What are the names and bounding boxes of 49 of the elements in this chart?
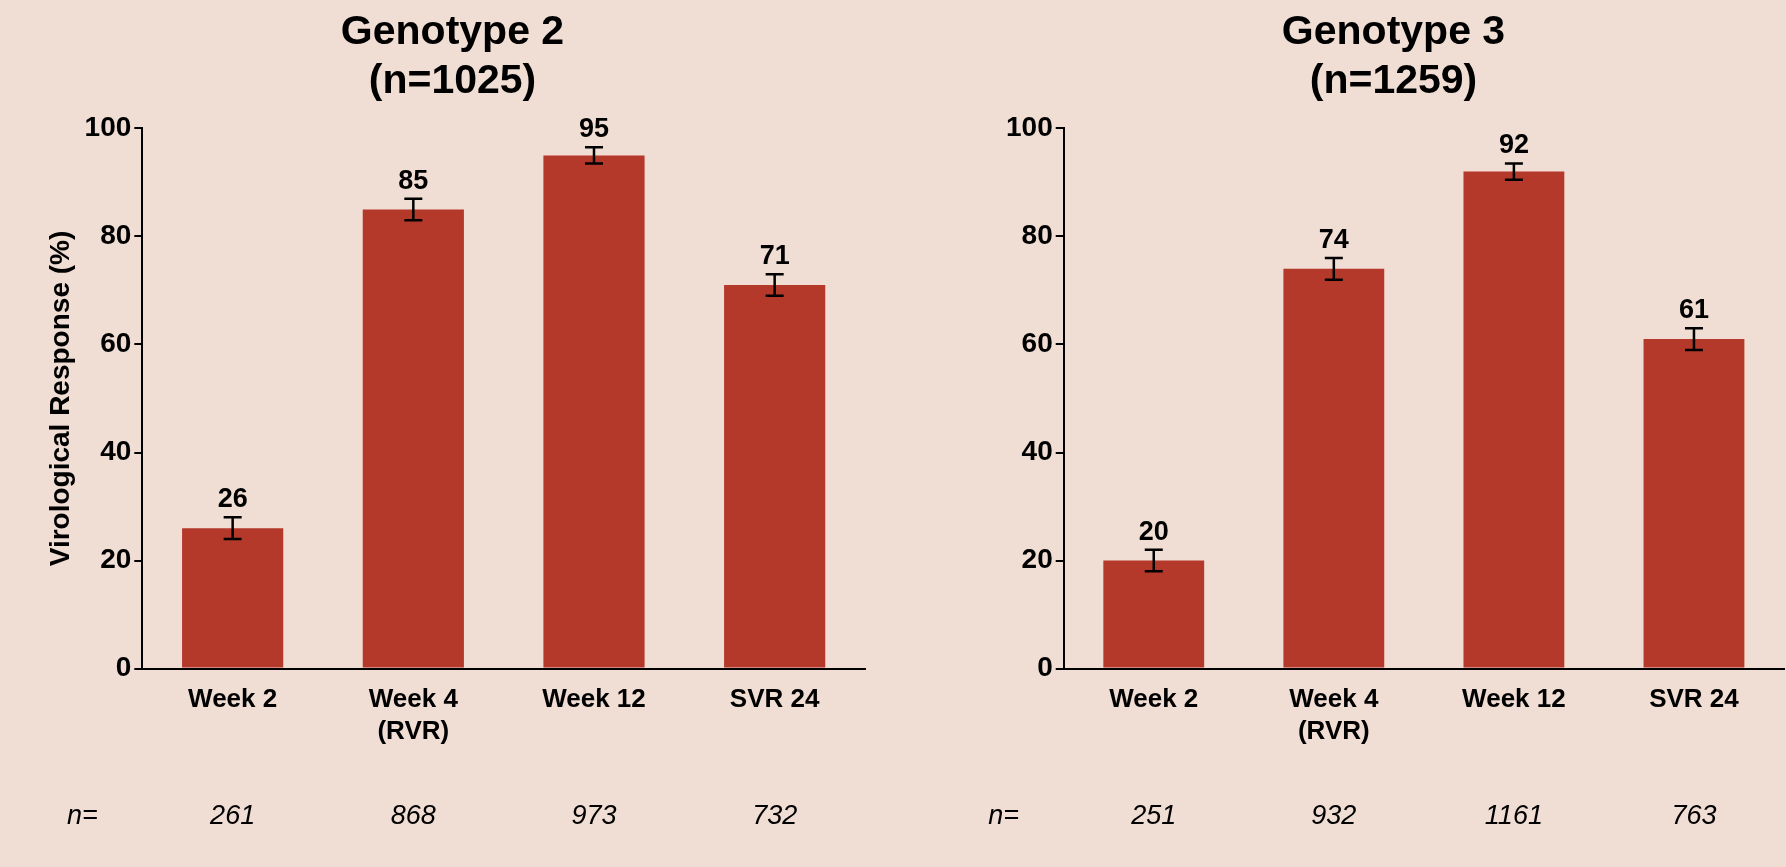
- y-tick-label: 100: [1006, 111, 1053, 143]
- x-tick-label: Week 4 (RVR): [368, 683, 459, 745]
- x-tick-label: SVR 24: [1649, 683, 1740, 714]
- text: 251: [1130, 800, 1177, 831]
- text: n=: [988, 800, 1020, 831]
- data-label: 71: [759, 240, 790, 271]
- text: 1161: [1484, 800, 1543, 831]
- data-label: 61: [1678, 294, 1709, 325]
- text: 932: [1311, 800, 1357, 831]
- chart-title: Genotype 3 (n=1259): [1281, 6, 1506, 103]
- y-tick-label: 20: [1021, 543, 1053, 575]
- x-tick-label: Week 4 (RVR): [1289, 683, 1379, 745]
- y-tick-label: 60: [1021, 327, 1053, 359]
- y-tick-label: 60: [100, 327, 132, 359]
- text: 763: [1671, 800, 1717, 831]
- y-tick-label: 0: [1037, 651, 1053, 683]
- y-tick-label: 40: [100, 435, 132, 467]
- y-tick-label: 100: [84, 111, 132, 143]
- x-tick-label: Week 12: [542, 683, 646, 714]
- y-tick-label: 0: [115, 651, 132, 683]
- bar: [182, 528, 284, 668]
- x-tick-label: Week 2: [1109, 683, 1199, 714]
- data-label: 20: [1138, 515, 1169, 546]
- chart-title: Genotype 2 (n=1025): [340, 6, 565, 103]
- data-label: 26: [217, 483, 248, 514]
- data-label: 95: [578, 113, 610, 144]
- y-tick-label: 40: [1021, 435, 1053, 467]
- text: 973: [571, 800, 617, 831]
- bar: [1643, 339, 1745, 668]
- x-tick-label: SVR 24: [729, 683, 820, 714]
- text: 732: [752, 800, 798, 831]
- text: 868: [390, 800, 436, 831]
- x-tick-label: Week 12: [1462, 683, 1566, 714]
- x-tick-label: Week 2: [188, 683, 278, 714]
- y-tick-label: 80: [1021, 219, 1053, 251]
- y-tick-label: 20: [100, 543, 132, 575]
- bar: [1103, 560, 1205, 668]
- y-axis-title: Virological Response (%): [43, 230, 75, 567]
- y-tick-label: 80: [100, 219, 132, 251]
- text: n=: [66, 800, 98, 831]
- bar: [362, 209, 464, 668]
- data-label: 85: [398, 164, 429, 195]
- bar: [1283, 268, 1385, 668]
- bar: [543, 155, 645, 668]
- data-label: 92: [1498, 129, 1529, 160]
- data-label: 74: [1318, 224, 1349, 254]
- bar: [1463, 171, 1565, 668]
- text: 261: [209, 800, 256, 831]
- bar: [724, 285, 826, 668]
